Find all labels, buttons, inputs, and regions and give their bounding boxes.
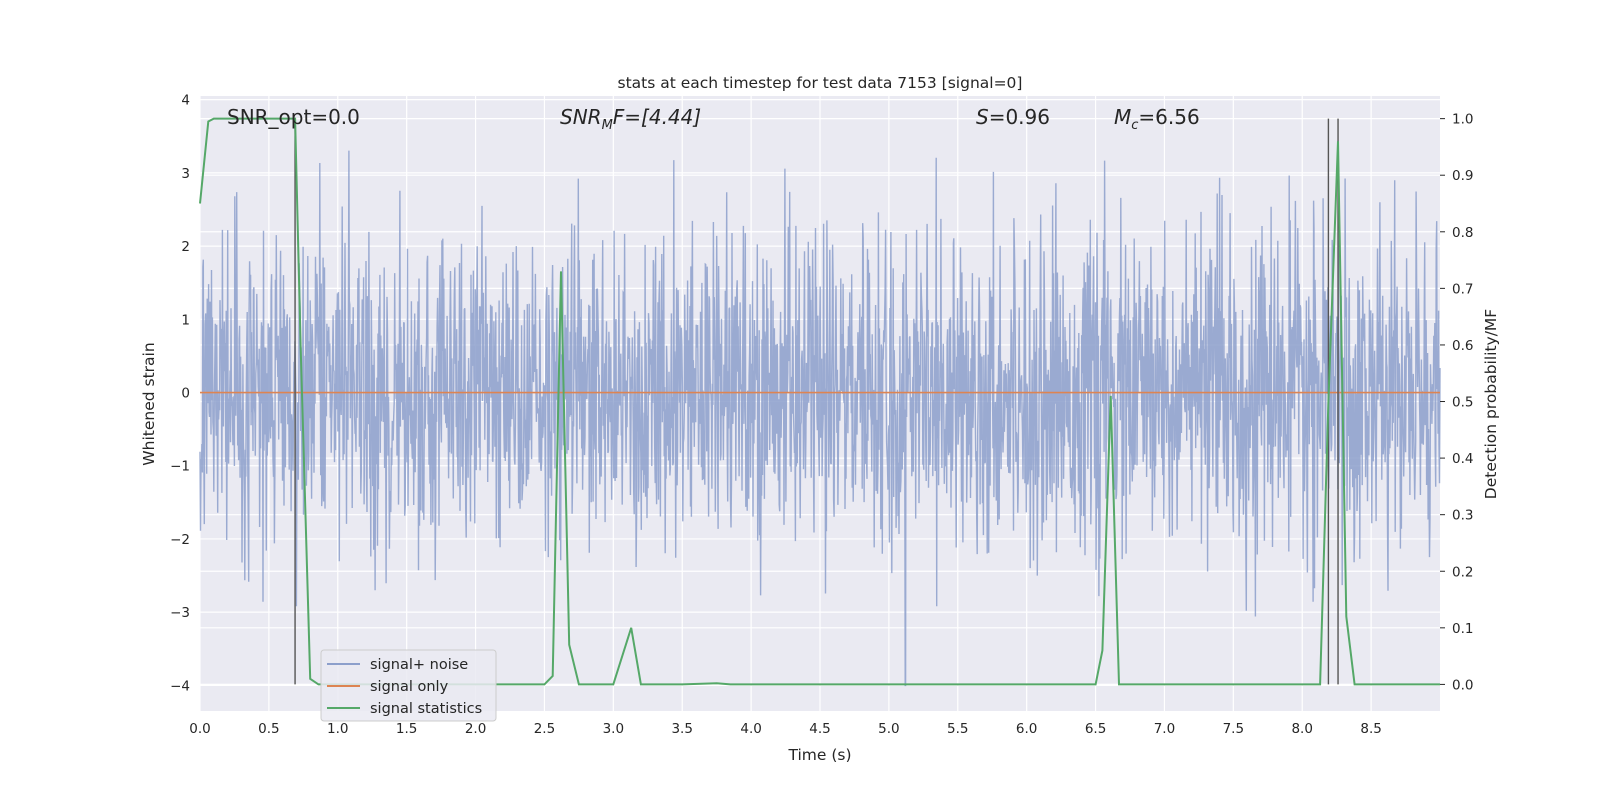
- x-tick-label: 4.5: [809, 721, 830, 737]
- y-right-tick-label: 0.1: [1452, 621, 1473, 637]
- signal-noise-line: [199, 150, 1441, 687]
- annotations: SNR_opt=0.0 SNRMF=[4.44] S=0.96 Mc=6.56: [227, 105, 1200, 133]
- x-tick-label: 5.5: [947, 721, 968, 737]
- signal-noise-series: [199, 150, 1441, 687]
- y-axis-right-label: Detection probability/MF: [1482, 309, 1500, 500]
- y-tick-label: 2: [181, 239, 190, 255]
- x-tick-label: 2.0: [465, 721, 486, 737]
- annotation-mc: Mc=6.56: [1114, 105, 1200, 133]
- x-tick-label: 1.5: [396, 721, 417, 737]
- x-tick-label: 3.5: [671, 721, 692, 737]
- y-axis-ticks: −4 −3 −2 −1 0 1 2 3 4: [170, 93, 190, 695]
- y-tick-label: −3: [170, 605, 190, 621]
- y-right-tick-label: 0.2: [1452, 564, 1473, 580]
- y-tick-label: −2: [170, 532, 190, 548]
- y-right-tick-label: 0.8: [1452, 225, 1473, 241]
- y-tick-label: −1: [170, 459, 190, 475]
- y-right-tick-label: 0.3: [1452, 508, 1473, 524]
- x-axis-ticks: 0.0 0.5 1.0 1.5 2.0 2.5 3.0 3.5 4.0 4.5 5.0 5.5 6.0 6…: [189, 721, 1382, 737]
- x-tick-label: 5.0: [878, 721, 899, 737]
- x-tick-label: 7.5: [1223, 721, 1244, 737]
- x-tick-label: 0.5: [258, 721, 279, 737]
- x-tick-label: 2.5: [534, 721, 555, 737]
- legend-box: [320, 649, 497, 722]
- annotation-snr-opt: SNR_opt=0.0: [227, 105, 360, 129]
- y-right-tick-label: 0.9: [1452, 168, 1473, 184]
- y-tick-label: 4: [181, 93, 190, 109]
- y-right-tick-label: 0.5: [1452, 395, 1473, 411]
- annotation-snr-mf: SNRMF=[4.44]: [560, 105, 701, 133]
- signal-statistics-series: [199, 117, 1440, 686]
- y-tick-label: 0: [181, 386, 190, 402]
- y-right-tick-label: 0.6: [1452, 338, 1473, 354]
- legend-label-signal-statistics: signal statistics: [370, 701, 482, 717]
- x-tick-label: 8.0: [1291, 721, 1312, 737]
- x-tick-label: 8.5: [1360, 721, 1381, 737]
- y-tick-label: −4: [170, 678, 190, 694]
- y-tick-label: 3: [181, 166, 190, 182]
- y-right-tick-label: 0.7: [1452, 281, 1473, 297]
- x-tick-label: 4.0: [740, 721, 761, 737]
- y-right-tick-label: 1.0: [1452, 112, 1473, 128]
- legend: signal+ noise signal only signal statist…: [320, 649, 497, 722]
- x-tick-label: 6.0: [1016, 721, 1037, 737]
- signal-statistics-line: [199, 117, 1440, 686]
- y-right-tick-label: 0.0: [1452, 677, 1473, 693]
- y-tick-label: 1: [181, 312, 190, 328]
- y-axis-right-ticks: 0.0 0.1 0.2 0.3 0.4 0.5 0.6 0.7 0.8 0.9 1.0: [1440, 112, 1473, 693]
- x-tick-label: 3.0: [603, 721, 624, 737]
- x-tick-label: 6.5: [1085, 721, 1106, 737]
- legend-label-signal-noise: signal+ noise: [370, 657, 468, 673]
- x-axis-label: Time (s): [787, 746, 851, 764]
- legend-label-signal-only: signal only: [370, 679, 449, 695]
- chart-title: stats at each timestep for test data 715…: [618, 74, 1023, 92]
- x-tick-label: 7.0: [1154, 721, 1175, 737]
- x-tick-label: 0.0: [189, 721, 210, 737]
- y-axis-label: Whitened strain: [140, 342, 158, 465]
- x-tick-label: 1.0: [327, 721, 348, 737]
- annotation-s: S=0.96: [976, 105, 1050, 129]
- y-right-tick-label: 0.4: [1452, 451, 1473, 467]
